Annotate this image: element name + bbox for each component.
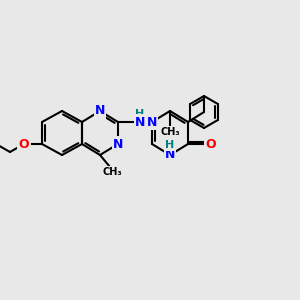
Text: N: N [135, 116, 145, 128]
Text: N: N [147, 116, 157, 128]
Text: H: H [135, 109, 145, 119]
Text: O: O [19, 137, 29, 151]
Text: CH₃: CH₃ [160, 127, 180, 137]
Text: N: N [95, 104, 105, 118]
Text: CH₃: CH₃ [102, 167, 122, 177]
Text: N: N [113, 137, 123, 151]
Text: N: N [165, 148, 175, 161]
Text: O: O [206, 137, 216, 151]
Text: H: H [165, 140, 175, 150]
